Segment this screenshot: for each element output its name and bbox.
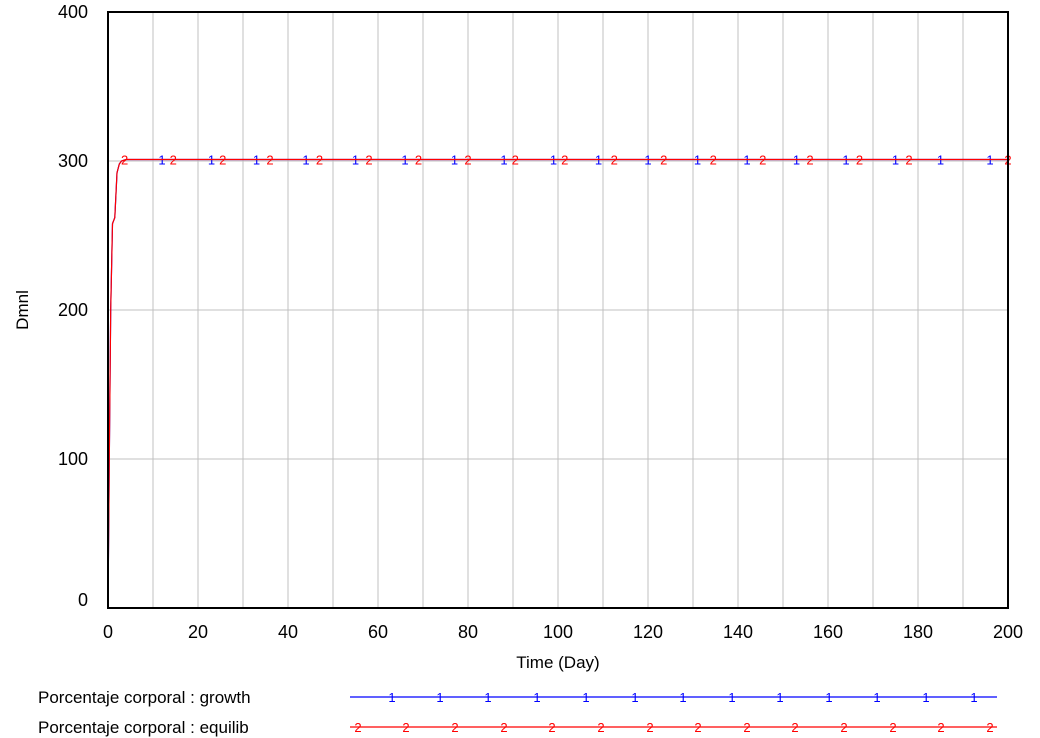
- legend-marker: 2: [500, 720, 507, 735]
- x-tick-label: 100: [543, 622, 573, 642]
- legend-marker: 2: [402, 720, 409, 735]
- x-axis-label: Time (Day): [516, 653, 599, 672]
- series-marker: 2: [759, 153, 766, 168]
- series-line: [107, 158, 1008, 609]
- series-marker: 2: [415, 153, 422, 168]
- series-marker: 2: [710, 153, 717, 168]
- series-marker: 2: [266, 153, 273, 168]
- series-layer: 1 1 1 1 1 1 1 1 1 1 1 1 1 1 1 1 1 12 2 2 2 2 2 2 2 2 2 2 2 2 2 2 2 2 2: [107, 153, 1012, 609]
- x-tick-label: 0: [103, 622, 113, 642]
- legend: Porcentaje corporal : growth 1 1 1 1 1 1 1 1 1 1 1 1…: [38, 688, 997, 737]
- x-tick-label: 120: [633, 622, 663, 642]
- legend-marker: 2: [791, 720, 798, 735]
- legend-marker: 2: [840, 720, 847, 735]
- series-marker: 2: [806, 153, 813, 168]
- legend-marker: 1: [825, 690, 832, 705]
- x-tick-label: 60: [368, 622, 388, 642]
- legend-marker: 1: [922, 690, 929, 705]
- series-marker: 2: [611, 153, 618, 168]
- series-marker: 2: [561, 153, 568, 168]
- legend-marker: 1: [484, 690, 491, 705]
- legend-marker: 2: [646, 720, 653, 735]
- y-tick-label: 100: [58, 449, 88, 469]
- legend-marker: 1: [631, 690, 638, 705]
- legend-marker: 2: [597, 720, 604, 735]
- legend-marker: 1: [388, 690, 395, 705]
- y-axis-label: Dmnl: [13, 290, 32, 330]
- x-tick-label: 20: [188, 622, 208, 642]
- grid: [108, 12, 1008, 608]
- legend-marker: 1: [728, 690, 735, 705]
- series-marker: 2: [121, 153, 128, 168]
- legend-item: Porcentaje corporal : growth 1 1 1 1 1 1 1 1 1 1 1 1…: [38, 688, 997, 707]
- series-marker: 2: [464, 153, 471, 168]
- legend-marker: 1: [436, 690, 443, 705]
- legend-marker: 2: [937, 720, 944, 735]
- legend-item: Porcentaje corporal : equilib 2 2 2 2 2 2 2 2 2 2 2…: [38, 718, 997, 737]
- legend-marker: 2: [451, 720, 458, 735]
- y-tick-label: 0: [78, 590, 88, 610]
- x-tick-label: 80: [458, 622, 478, 642]
- series-marker: 2: [316, 153, 323, 168]
- legend-marker: 2: [354, 720, 361, 735]
- legend-marker: 1: [873, 690, 880, 705]
- legend-marker: 1: [679, 690, 686, 705]
- x-tick-label: 200: [993, 622, 1023, 642]
- x-tick-label: 40: [278, 622, 298, 642]
- y-tick-label: 300: [58, 151, 88, 171]
- legend-marker: 2: [694, 720, 701, 735]
- legend-marker: 2: [743, 720, 750, 735]
- legend-marker: 2: [548, 720, 555, 735]
- series-marker: 2: [512, 153, 519, 168]
- legend-label: Porcentaje corporal : growth: [38, 688, 251, 707]
- series-marker: 2: [856, 153, 863, 168]
- x-tick-label: 180: [903, 622, 933, 642]
- y-tick-label: 200: [58, 300, 88, 320]
- y-tick-label: 400: [58, 2, 88, 22]
- legend-marker: 1: [970, 690, 977, 705]
- series-marker: 2: [905, 153, 912, 168]
- x-tick-label: 160: [813, 622, 843, 642]
- tick-labels: 0 20 40 60 80 100 120 140 160 180 200 0 100 200 300 400: [58, 2, 1023, 642]
- series-marker: 2: [365, 153, 372, 168]
- plot-frame: [107, 11, 1009, 609]
- series-marker: 2: [170, 153, 177, 168]
- legend-marker: 2: [986, 720, 993, 735]
- legend-marker: 2: [889, 720, 896, 735]
- legend-marker: 1: [533, 690, 540, 705]
- legend-marker: 1: [776, 690, 783, 705]
- legend-label: Porcentaje corporal : equilib: [38, 718, 249, 737]
- legend-marker: 1: [582, 690, 589, 705]
- series-marker: 2: [660, 153, 667, 168]
- x-tick-label: 140: [723, 622, 753, 642]
- series-marker: 2: [219, 153, 226, 168]
